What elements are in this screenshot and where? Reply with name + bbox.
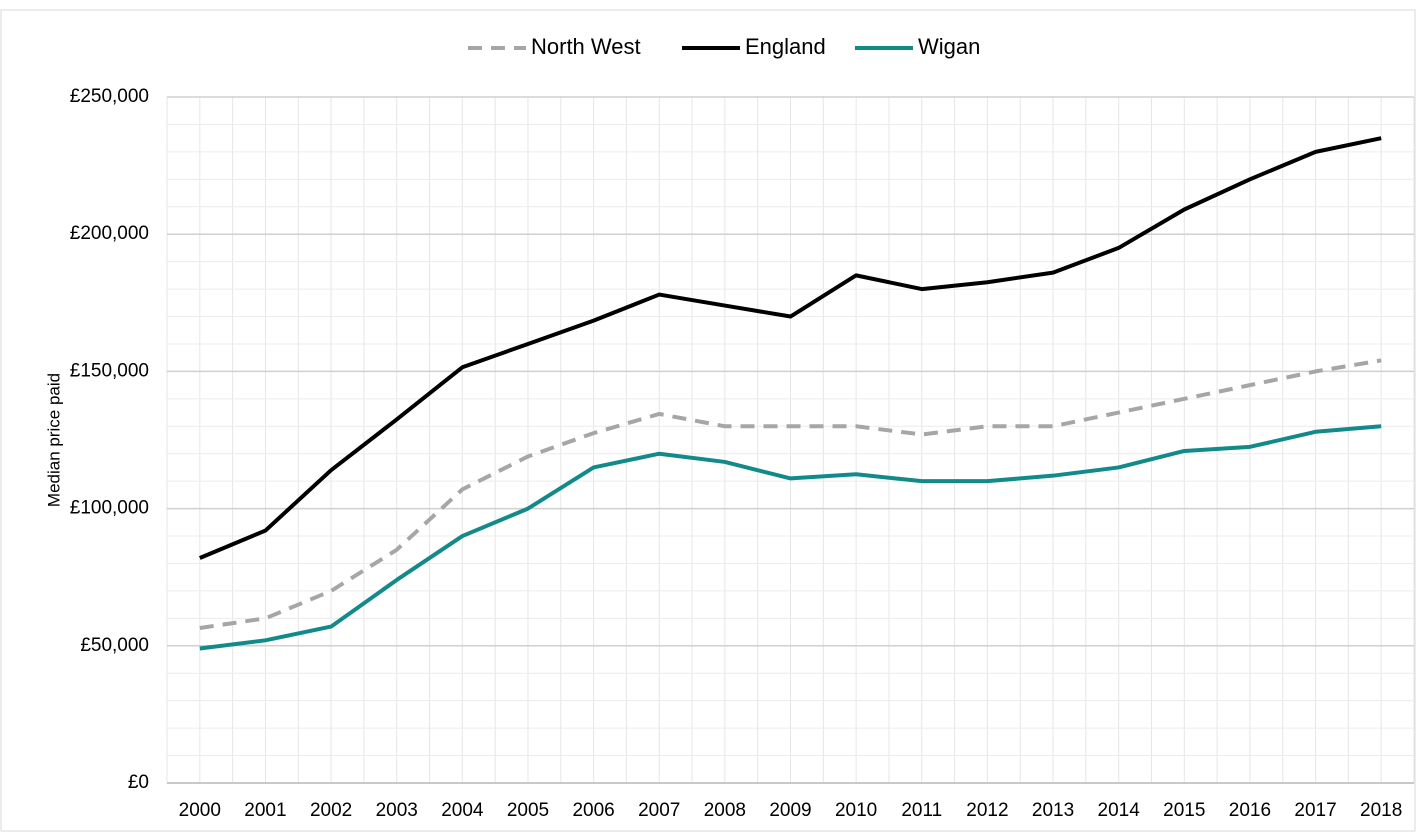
x-tick-label: 2012 — [966, 800, 1008, 821]
x-tick-label: 2003 — [376, 800, 418, 821]
x-tick-label: 2016 — [1229, 800, 1271, 821]
y-tick-label: £150,000 — [70, 360, 149, 381]
chart-border — [0, 9, 1416, 832]
series-line — [199, 358, 1382, 630]
y-tick-label: £0 — [128, 772, 149, 793]
legend-label: England — [745, 34, 826, 59]
series-line — [199, 424, 1382, 651]
x-tick-label: 2000 — [179, 800, 221, 821]
x-tick-label: 2011 — [901, 800, 942, 821]
y-axis-label: Median price paid — [44, 373, 63, 507]
x-tick-label: 2014 — [1098, 800, 1141, 821]
y-tick-label: £200,000 — [70, 223, 149, 244]
series-line — [199, 136, 1382, 560]
x-tick-label: 2010 — [835, 800, 877, 821]
y-tick-label: £100,000 — [70, 498, 149, 519]
x-tick-label: 2007 — [638, 800, 680, 821]
y-tick-label: £250,000 — [70, 86, 149, 107]
x-tick-label: 2017 — [1294, 800, 1336, 821]
y-tick-label: £50,000 — [80, 635, 149, 656]
x-tick-label: 2004 — [441, 800, 484, 821]
x-tick-label: 2006 — [572, 800, 614, 821]
x-tick-label: 2009 — [769, 800, 811, 821]
x-tick-label: 2013 — [1032, 800, 1074, 821]
x-tick-label: 2005 — [507, 800, 549, 821]
x-tick-label: 2001 — [244, 800, 286, 821]
legend-label: North West — [531, 34, 641, 59]
x-tick-label: 2008 — [704, 800, 746, 821]
legend-label: Wigan — [918, 34, 980, 59]
x-tick-label: 2002 — [310, 800, 352, 821]
x-tick-label: 2018 — [1360, 800, 1402, 821]
x-tick-label: 2015 — [1163, 800, 1205, 821]
